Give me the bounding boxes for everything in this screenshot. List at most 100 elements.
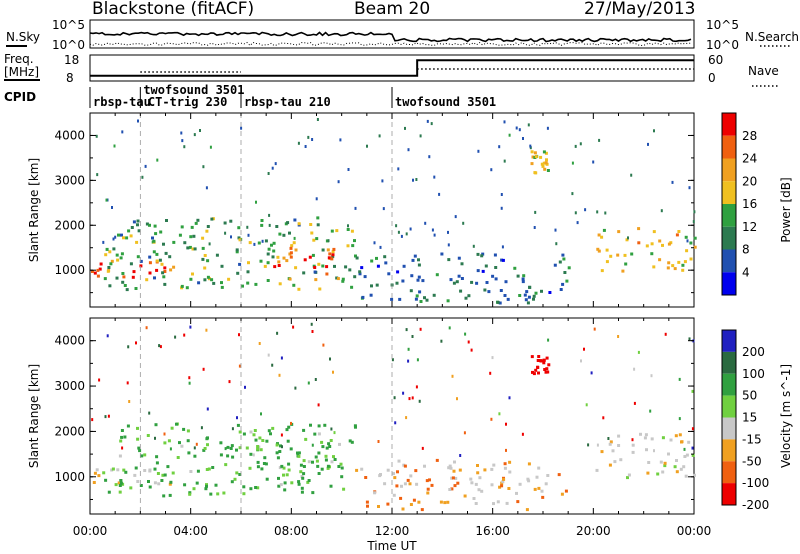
nsky-label: N.Sky	[6, 30, 40, 44]
scatter-cell	[139, 259, 143, 263]
speckle-cell	[292, 325, 295, 329]
speckle-cell	[587, 443, 590, 447]
scatter-cell	[545, 158, 548, 162]
scatter-cell	[120, 233, 123, 237]
scatter-cell	[282, 233, 286, 237]
scatter-cell	[540, 489, 544, 493]
scatter-cell	[259, 448, 263, 452]
power-ylabel: Slant Range [km]	[27, 158, 41, 262]
speckle-cell	[112, 237, 115, 241]
scatter-cell	[678, 433, 682, 437]
nsky-tick-top-right: 10^5	[706, 18, 739, 32]
scatter-cell	[503, 466, 507, 470]
scatter-cell	[302, 465, 306, 468]
speckle-cell	[268, 213, 271, 217]
scatter-cell	[377, 505, 380, 508]
scatter-cell	[536, 365, 540, 369]
scatter-cell	[430, 483, 434, 487]
scatter-cell	[260, 223, 264, 227]
speckle-cell	[584, 208, 587, 212]
speckle-cell	[430, 122, 433, 126]
scatter-cell	[201, 257, 205, 261]
scatter-cell	[675, 470, 679, 474]
scatter-cell	[313, 266, 317, 269]
scatter-cell	[326, 466, 330, 470]
scatter-cell	[92, 481, 96, 484]
speckle-cell	[426, 119, 429, 123]
y-tick-label: 3000	[54, 173, 85, 187]
speckle-cell	[258, 342, 261, 345]
scatter-cell	[411, 258, 415, 262]
scatter-cell	[344, 265, 348, 269]
scatter-cell	[528, 285, 532, 289]
scatter-cell	[631, 443, 635, 447]
scatter-cell	[544, 482, 548, 486]
scatter-cell	[155, 252, 159, 256]
scatter-cell	[169, 268, 173, 272]
scatter-cell	[220, 264, 224, 268]
scatter-cell	[683, 260, 687, 264]
scatter-cell	[311, 460, 314, 464]
speckle-cell	[278, 373, 281, 377]
scatter-cell	[308, 255, 312, 259]
scatter-cell	[91, 270, 94, 273]
speckle-cell	[411, 396, 414, 400]
speckle-cell	[128, 400, 131, 403]
scatter-cell	[527, 295, 531, 299]
scatter-cell	[470, 481, 474, 485]
scatter-cell	[683, 455, 687, 458]
freq-label-line2: [MHz]	[4, 65, 39, 79]
scatter-cell	[131, 275, 135, 279]
scatter-cell	[145, 278, 149, 282]
scatter-cell	[206, 275, 210, 279]
scatter-cell	[158, 258, 162, 262]
scatter-cell	[285, 259, 289, 263]
scatter-cell	[363, 275, 367, 279]
scatter-cell	[669, 438, 673, 442]
scatter-cell	[331, 255, 335, 259]
scatter-cell	[156, 472, 160, 475]
scatter-cell	[264, 239, 268, 243]
scatter-cell	[530, 162, 534, 166]
scatter-cell	[107, 490, 111, 494]
scatter-cell	[115, 276, 119, 280]
x-axis-label: Time UT	[366, 539, 417, 553]
scatter-cell	[650, 242, 654, 246]
speckle-cell	[647, 142, 649, 146]
scatter-cell	[204, 487, 208, 491]
scatter-cell	[106, 269, 110, 273]
scatter-cell	[328, 445, 332, 448]
speckle-cell	[183, 333, 186, 337]
scatter-cell	[425, 479, 429, 483]
scatter-cell	[360, 266, 364, 270]
scatter-cell	[236, 423, 240, 427]
speckle-cell	[501, 245, 504, 249]
speckle-cell	[154, 436, 156, 440]
scatter-cell	[288, 277, 292, 281]
scatter-cell	[428, 478, 431, 482]
scatter-cell	[293, 218, 297, 222]
scatter-cell	[140, 454, 144, 458]
scatter-cell	[246, 270, 250, 274]
scatter-cell	[279, 444, 282, 448]
scatter-cell	[351, 244, 355, 248]
colorbar-tick-label: -50	[742, 454, 762, 468]
speckle-cell	[574, 144, 577, 148]
scatter-cell	[93, 271, 97, 275]
scatter-cell	[502, 477, 506, 481]
scatter-cell	[621, 269, 625, 273]
scatter-cell	[237, 236, 241, 240]
scatter-cell	[460, 277, 464, 280]
speckle-cell	[174, 335, 177, 339]
scatter-cell	[446, 500, 450, 504]
cpid-segment-label: rbsp-tau 210	[244, 95, 331, 109]
scatter-cell	[373, 491, 377, 495]
scatter-cell	[336, 277, 340, 281]
scatter-cell	[535, 475, 539, 479]
scatter-cell	[277, 476, 280, 480]
colorbar-frame	[721, 329, 737, 506]
speckle-cell	[315, 197, 318, 201]
scatter-cell	[297, 480, 301, 484]
scatter-cell	[267, 429, 271, 433]
scatter-cell	[180, 444, 184, 448]
